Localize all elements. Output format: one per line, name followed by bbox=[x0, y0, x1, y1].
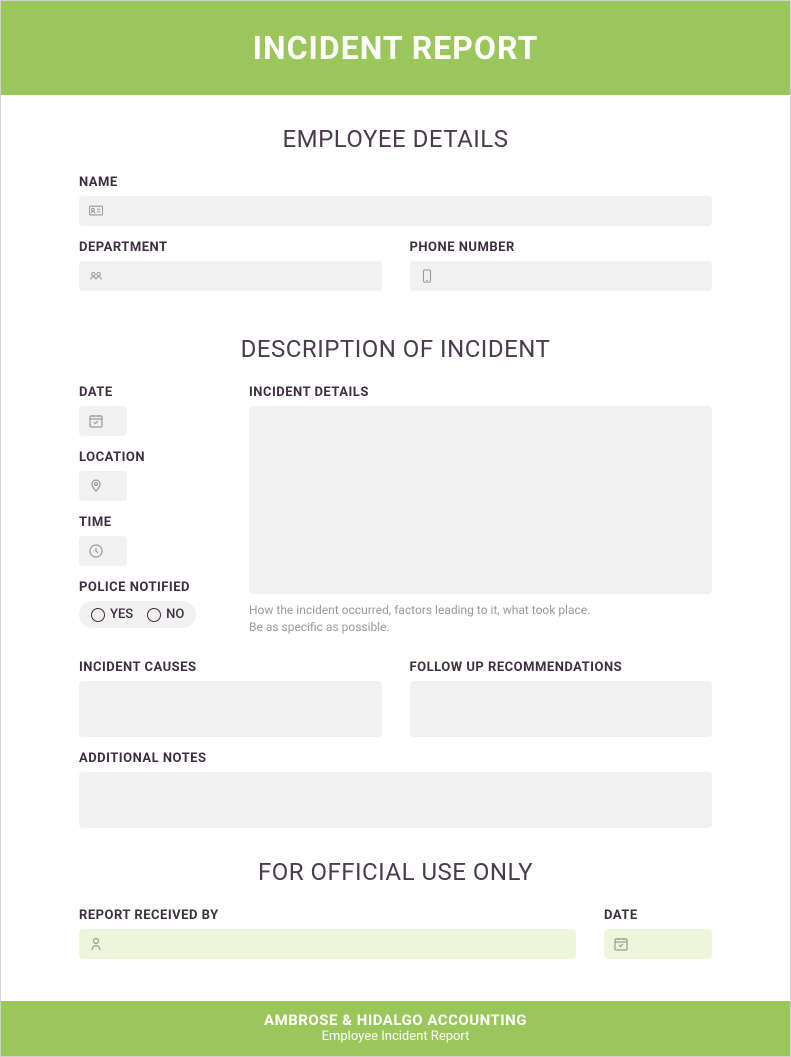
received-label: REPORT RECEIVED BY bbox=[79, 908, 576, 923]
date-label: DATE bbox=[79, 385, 227, 400]
section-title-employee: EMPLOYEE DETAILS bbox=[79, 125, 712, 153]
people-icon bbox=[89, 269, 103, 283]
official-date-label: DATE bbox=[604, 908, 712, 923]
header-title: INCIDENT REPORT bbox=[253, 29, 539, 67]
field-phone: PHONE NUMBER bbox=[410, 240, 713, 291]
phone-input[interactable] bbox=[410, 261, 713, 291]
notes-input[interactable] bbox=[79, 772, 712, 828]
field-police: POLICE NOTIFIED YES NO bbox=[79, 580, 227, 628]
footer-company: AMBROSE & HIDALGO ACCOUNTING bbox=[1, 1011, 790, 1029]
radio-circle-icon bbox=[91, 608, 105, 622]
field-incident-details: INCIDENT DETAILS How the incident occurr… bbox=[249, 385, 712, 636]
field-name: NAME bbox=[79, 175, 712, 226]
phone-icon bbox=[420, 269, 434, 283]
causes-input[interactable] bbox=[79, 681, 382, 737]
causes-label: INCIDENT CAUSES bbox=[79, 660, 382, 675]
section-title-incident: DESCRIPTION OF INCIDENT bbox=[79, 335, 712, 363]
phone-label: PHONE NUMBER bbox=[410, 240, 713, 255]
radio-yes-label: YES bbox=[110, 607, 133, 622]
footer-banner: AMBROSE & HIDALGO ACCOUNTING Employee In… bbox=[1, 1001, 790, 1056]
name-label: NAME bbox=[79, 175, 712, 190]
police-radio-group: YES NO bbox=[79, 601, 196, 628]
notes-label: ADDITIONAL NOTES bbox=[79, 751, 712, 766]
field-official-date: DATE bbox=[604, 908, 712, 959]
department-input[interactable] bbox=[79, 261, 382, 291]
received-input[interactable] bbox=[79, 929, 576, 959]
followup-label: FOLLOW UP RECOMMENDATIONS bbox=[410, 660, 713, 675]
details-input[interactable] bbox=[249, 406, 712, 594]
id-card-icon bbox=[89, 204, 103, 218]
calendar-icon bbox=[89, 414, 103, 428]
field-notes: ADDITIONAL NOTES bbox=[79, 751, 712, 828]
radio-no[interactable]: NO bbox=[147, 607, 184, 622]
details-label: INCIDENT DETAILS bbox=[249, 385, 712, 400]
field-location: LOCATION bbox=[79, 450, 227, 501]
field-causes: INCIDENT CAUSES bbox=[79, 660, 382, 737]
field-department: DEPARTMENT bbox=[79, 240, 382, 291]
person-icon bbox=[89, 937, 103, 951]
location-input[interactable] bbox=[79, 471, 127, 501]
radio-no-label: NO bbox=[166, 607, 184, 622]
time-input[interactable] bbox=[79, 536, 127, 566]
radio-circle-icon bbox=[147, 608, 161, 622]
date-input[interactable] bbox=[79, 406, 127, 436]
form-content: EMPLOYEE DETAILS NAME DEPARTMENT PHONE N… bbox=[1, 125, 790, 973]
clock-icon bbox=[89, 544, 103, 558]
location-label: LOCATION bbox=[79, 450, 227, 465]
section-title-official: FOR OFFICIAL USE ONLY bbox=[79, 858, 712, 886]
location-icon bbox=[89, 479, 103, 493]
field-followup: FOLLOW UP RECOMMENDATIONS bbox=[410, 660, 713, 737]
department-label: DEPARTMENT bbox=[79, 240, 382, 255]
calendar-icon bbox=[614, 937, 628, 951]
field-date: DATE bbox=[79, 385, 227, 436]
name-input[interactable] bbox=[79, 196, 712, 226]
field-time: TIME bbox=[79, 515, 227, 566]
official-date-input[interactable] bbox=[604, 929, 712, 959]
footer-subtitle: Employee Incident Report bbox=[1, 1029, 790, 1044]
header-banner: INCIDENT REPORT bbox=[1, 1, 790, 95]
followup-input[interactable] bbox=[410, 681, 713, 737]
field-received: REPORT RECEIVED BY bbox=[79, 908, 576, 959]
police-label: POLICE NOTIFIED bbox=[79, 580, 227, 595]
time-label: TIME bbox=[79, 515, 227, 530]
radio-yes[interactable]: YES bbox=[91, 607, 133, 622]
details-helper: How the incident occurred, factors leadi… bbox=[249, 602, 712, 636]
